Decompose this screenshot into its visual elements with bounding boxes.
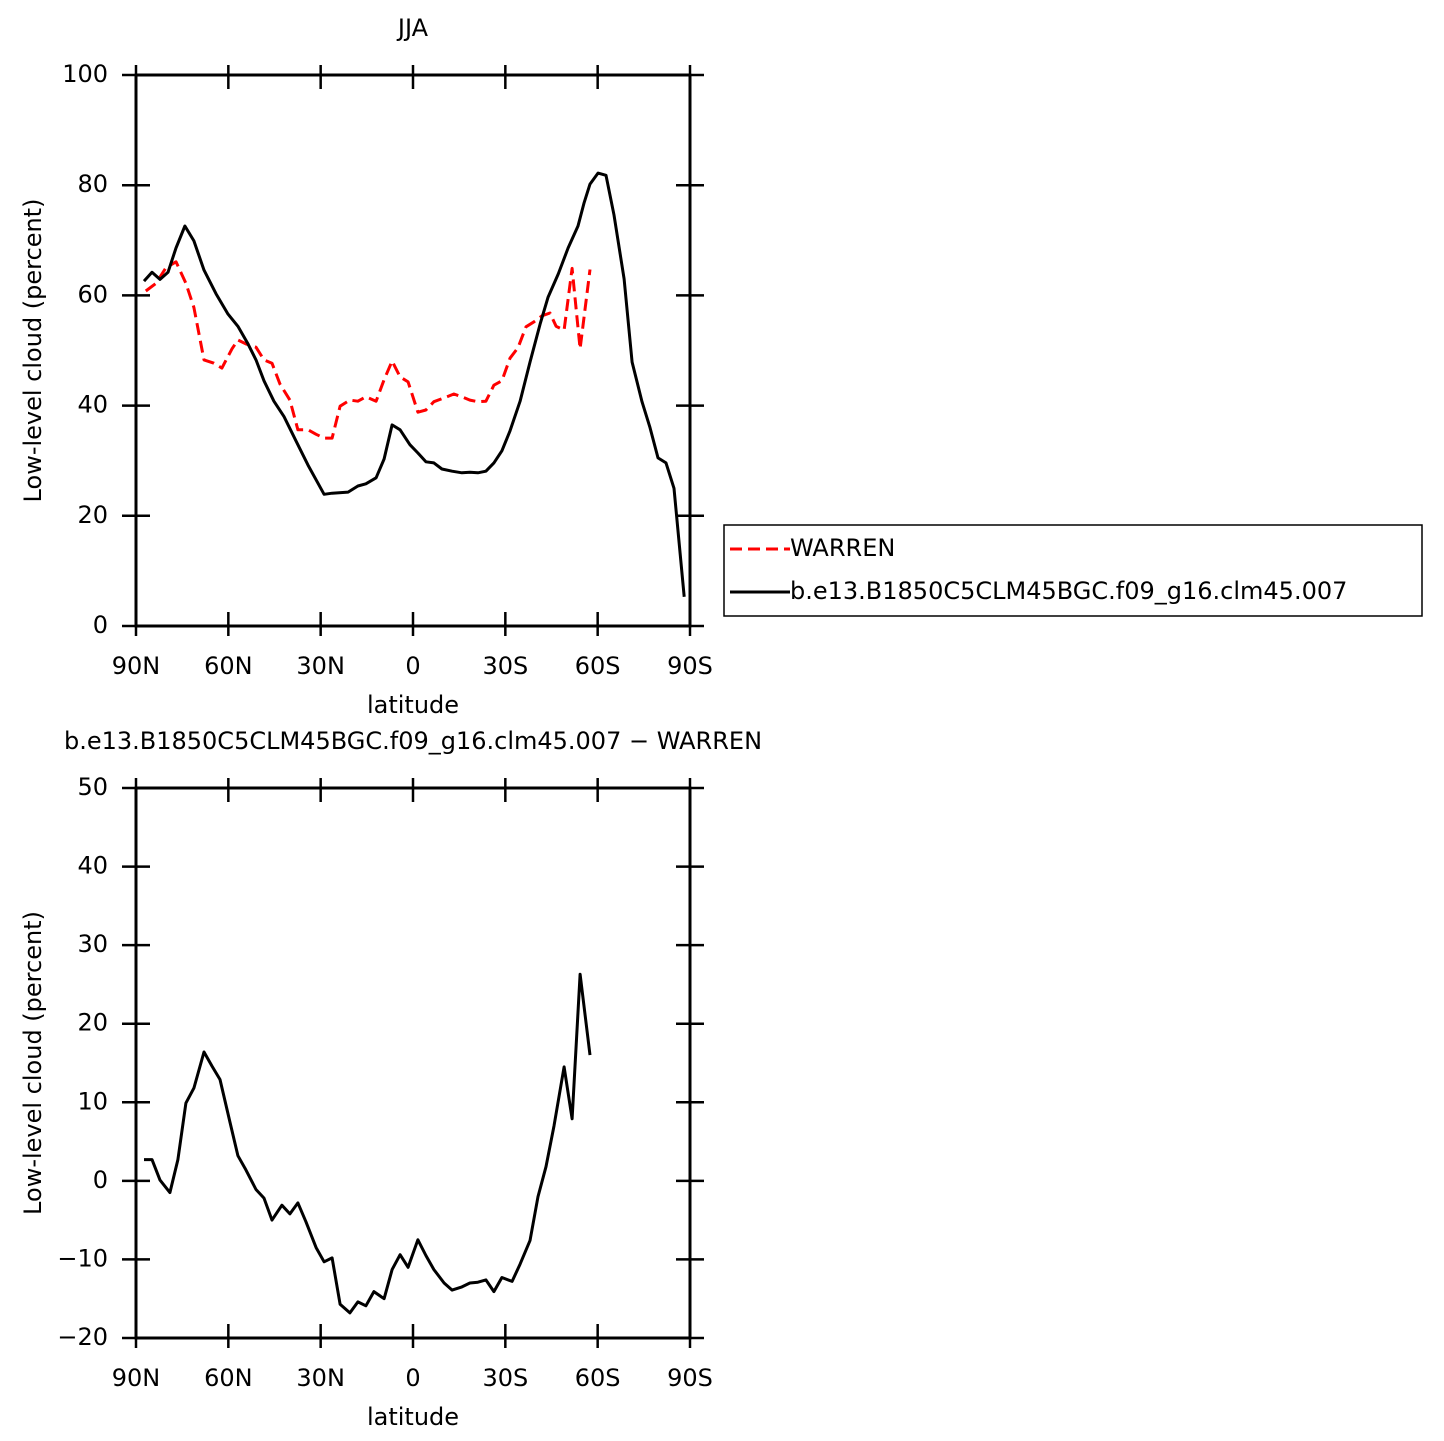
x-tick-label: 60N bbox=[204, 1364, 253, 1392]
x-tick-label: 90S bbox=[667, 1364, 713, 1392]
y-tick-label: 20 bbox=[77, 1009, 108, 1037]
x-tick-label: 90N bbox=[112, 652, 161, 680]
y-tick-label: 20 bbox=[77, 501, 108, 529]
x-tick-label: 60S bbox=[575, 1364, 621, 1392]
x-axis-label: latitude bbox=[367, 691, 459, 719]
data-line bbox=[144, 972, 592, 1315]
plot-frame bbox=[134, 73, 692, 628]
y-axis-label: Low-level cloud (percent) bbox=[19, 911, 47, 1215]
y-tick-label: 100 bbox=[62, 60, 108, 88]
y-tick-label: −20 bbox=[57, 1323, 108, 1351]
x-tick-label: 30N bbox=[296, 652, 345, 680]
y-axis-label: Low-level cloud (percent) bbox=[19, 199, 47, 503]
y-tick-label: 40 bbox=[77, 391, 108, 419]
y-tick-label: 40 bbox=[77, 852, 108, 880]
legend-box bbox=[723, 524, 1423, 617]
y-tick-label: 10 bbox=[77, 1087, 108, 1115]
x-tick-label: 0 bbox=[405, 652, 420, 680]
y-tick-label: 0 bbox=[93, 1166, 108, 1194]
x-tick-label: 60N bbox=[204, 652, 253, 680]
x-tick-label: 0 bbox=[405, 1364, 420, 1392]
legend-label: b.e13.B1850C5CLM45BGC.f09_g16.clm45.007 bbox=[790, 577, 1347, 605]
x-tick-label: 30S bbox=[482, 1364, 528, 1392]
x-tick-label: 90S bbox=[667, 652, 713, 680]
y-tick-label: 50 bbox=[77, 773, 108, 801]
y-tick-label: 30 bbox=[77, 930, 108, 958]
y-tick-label: 60 bbox=[77, 280, 108, 308]
x-tick-label: 90N bbox=[112, 1364, 161, 1392]
y-tick-label: 0 bbox=[93, 611, 108, 639]
data-line bbox=[142, 171, 686, 597]
y-tick-label: 80 bbox=[77, 170, 108, 198]
x-axis-label: latitude bbox=[367, 1403, 459, 1431]
chart-title: JJA bbox=[396, 14, 429, 42]
x-tick-label: 30S bbox=[482, 652, 528, 680]
x-tick-label: 60S bbox=[575, 652, 621, 680]
data-line bbox=[144, 260, 592, 440]
legend-label: WARREN bbox=[790, 534, 895, 562]
chart-title: b.e13.B1850C5CLM45BGC.f09_g16.clm45.007 … bbox=[64, 727, 762, 755]
x-tick-label: 30N bbox=[296, 1364, 345, 1392]
plot-frame bbox=[134, 786, 692, 1340]
y-tick-label: −10 bbox=[57, 1244, 108, 1272]
